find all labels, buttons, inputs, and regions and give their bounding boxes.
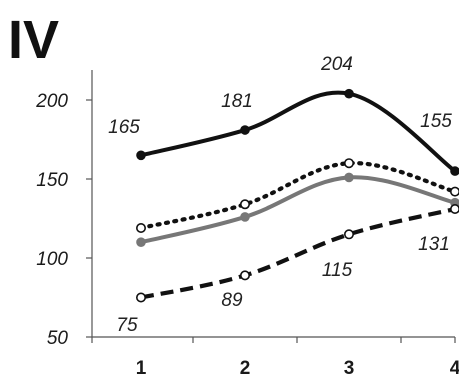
data-labels: 165 181 204 155 75 89 115 131 bbox=[108, 54, 452, 336]
data-label: 75 bbox=[116, 315, 138, 336]
y-tick-label: 100 bbox=[36, 249, 68, 270]
x-tick-label: 3 bbox=[344, 358, 355, 377]
data-point bbox=[344, 172, 354, 183]
data-label: 204 bbox=[320, 54, 353, 75]
series-line bbox=[140, 90, 457, 173]
data-label: 155 bbox=[420, 111, 452, 132]
data-label: 181 bbox=[221, 91, 253, 112]
data-point bbox=[344, 88, 354, 99]
x-tick-label: 2 bbox=[240, 358, 251, 377]
data-label: 89 bbox=[221, 290, 243, 311]
data-point bbox=[240, 125, 250, 135]
series-line bbox=[140, 206, 456, 300]
data-point bbox=[136, 222, 147, 233]
series-dashed-black bbox=[136, 204, 459, 303]
series-dotted-black bbox=[136, 158, 459, 233]
series-solid-black bbox=[136, 88, 459, 176]
y-tick-label: 150 bbox=[36, 170, 68, 191]
data-point bbox=[343, 229, 354, 240]
x-tick-label: 1 bbox=[136, 358, 147, 377]
x-tick-label: 4 bbox=[450, 358, 459, 377]
data-point bbox=[240, 212, 250, 222]
series-solid-gray bbox=[136, 172, 459, 247]
data-point bbox=[450, 166, 459, 176]
data-point bbox=[240, 199, 251, 210]
x-tick-labels: 1 2 3 4 bbox=[136, 358, 459, 377]
data-point bbox=[240, 270, 251, 281]
chart-title: IV bbox=[8, 10, 59, 70]
data-point bbox=[343, 158, 354, 169]
data-point bbox=[450, 186, 459, 197]
y-tick-label: 50 bbox=[47, 328, 69, 349]
data-point bbox=[136, 237, 146, 247]
axes bbox=[86, 70, 456, 343]
y-tick-labels: 50 100 150 200 bbox=[35, 91, 68, 349]
series-layer bbox=[136, 88, 459, 303]
series-line bbox=[140, 175, 456, 245]
data-point bbox=[136, 292, 147, 303]
data-label: 165 bbox=[108, 117, 140, 138]
y-tick-label: 200 bbox=[35, 91, 68, 112]
data-point bbox=[136, 150, 146, 161]
data-label: 131 bbox=[418, 234, 450, 255]
data-point bbox=[450, 204, 459, 215]
data-label: 115 bbox=[322, 260, 353, 281]
series-line bbox=[138, 161, 458, 231]
